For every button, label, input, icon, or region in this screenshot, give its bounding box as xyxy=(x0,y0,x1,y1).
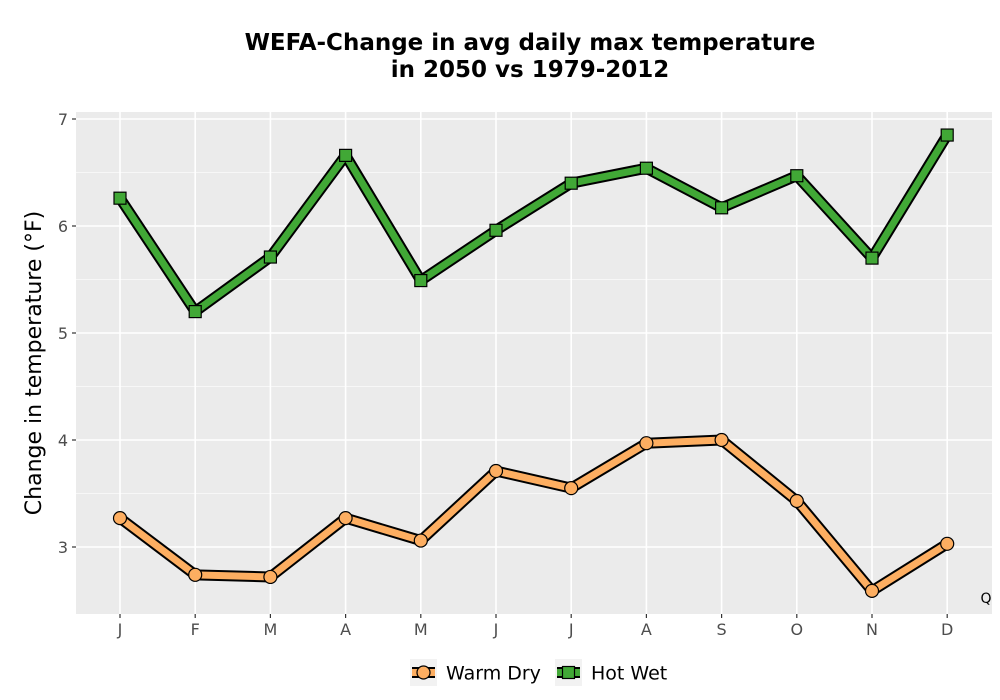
data-point xyxy=(639,436,654,451)
data-point xyxy=(714,432,729,448)
data-point xyxy=(564,481,579,496)
data-point xyxy=(414,273,428,288)
y-axis-title: Change in temperature (°F) xyxy=(22,211,47,515)
legend-label: Hot Wet xyxy=(591,663,667,685)
data-point xyxy=(714,201,729,215)
plot-panel xyxy=(76,112,992,614)
data-point xyxy=(188,567,203,582)
legend-circle-marker xyxy=(416,665,431,680)
legend-item: Warm Dry xyxy=(410,659,541,686)
data-point xyxy=(865,251,879,265)
series-line xyxy=(116,436,951,595)
series-warm-dry xyxy=(112,432,955,598)
x-tick-label: J xyxy=(493,620,499,639)
data-point xyxy=(790,169,804,183)
x-tick-label: O xyxy=(791,620,804,639)
data-point xyxy=(263,250,277,264)
x-tick-label: M xyxy=(263,620,277,639)
y-tick-label: 3 xyxy=(58,538,68,557)
legend-item: Hot Wet xyxy=(555,659,667,686)
series-hot-wet xyxy=(113,128,954,319)
y-tick-label: 4 xyxy=(58,431,68,450)
data-point xyxy=(789,493,804,509)
x-tick-label: N xyxy=(866,620,878,639)
legend-square-marker xyxy=(561,665,576,680)
data-point xyxy=(639,161,654,175)
data-point xyxy=(489,223,503,237)
data-point xyxy=(113,191,127,205)
data-point xyxy=(864,583,880,598)
data-point xyxy=(339,148,353,162)
data-point xyxy=(413,533,428,548)
data-point xyxy=(338,511,353,526)
legend-label: Warm Dry xyxy=(446,663,541,685)
chart-title: WEFA-Change in avg daily max temperature… xyxy=(0,30,1000,84)
y-tick-label: 6 xyxy=(58,217,68,236)
data-point xyxy=(188,305,202,319)
series-line xyxy=(116,131,951,316)
x-tick-label: S xyxy=(717,620,727,639)
legend: Warm Dry Hot Wet xyxy=(410,659,667,686)
corner-annotation: Q xyxy=(980,591,991,607)
chart-subtitle: in 2050 vs 1979-2012 xyxy=(390,57,670,83)
data-point xyxy=(488,463,504,479)
y-tick-label: 7 xyxy=(58,110,68,129)
data-point xyxy=(940,128,954,142)
data-point xyxy=(564,176,578,190)
data-point xyxy=(263,569,278,585)
x-tick-label: A xyxy=(641,620,652,639)
data-point xyxy=(112,511,128,526)
data-point xyxy=(940,536,955,551)
x-tick-label: D xyxy=(941,620,953,639)
x-tick-label: M xyxy=(414,620,428,639)
x-tick-label: F xyxy=(191,620,200,639)
x-tick-label: J xyxy=(568,620,574,639)
chart-title-line1: WEFA-Change in avg daily max temperature xyxy=(244,30,816,56)
x-tick-label: J xyxy=(117,620,123,639)
x-tick-label: A xyxy=(340,620,351,639)
y-tick-label: 5 xyxy=(58,324,68,343)
